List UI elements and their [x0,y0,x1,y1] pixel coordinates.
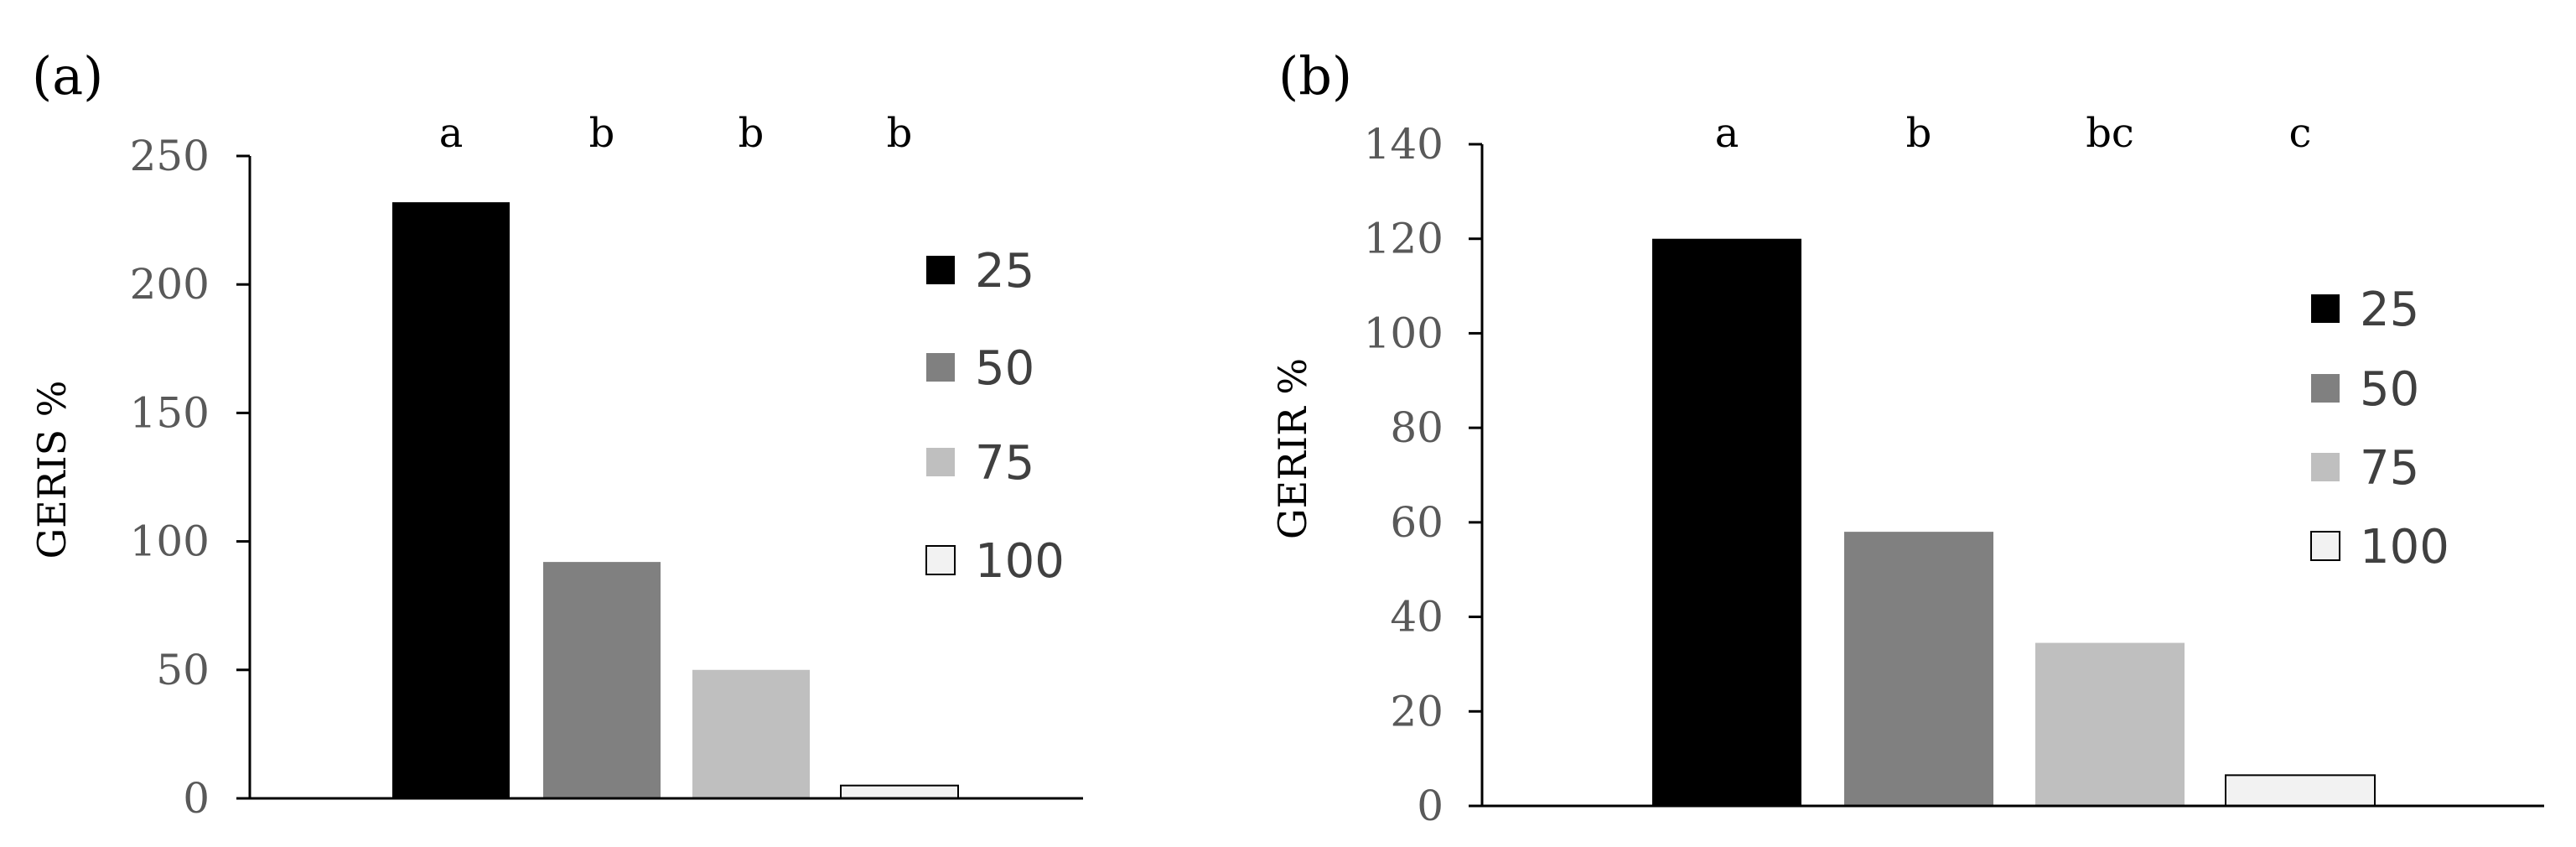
y-tick-label: 60 [1390,498,1443,547]
legend-label: 100 [2360,520,2449,574]
bar [1844,532,1993,806]
panel-label: (b) [1278,45,1352,107]
bar [840,784,959,799]
significance-letter: a [439,110,464,157]
significance-letter: b [589,110,615,157]
legend-label: 75 [2360,441,2419,496]
y-tick-label: 0 [183,774,210,823]
legend-swatch [926,256,955,284]
y-tick-label: 0 [1417,782,1443,830]
y-axis-label: GERIR % [1270,358,1315,539]
bar [543,562,661,798]
legend-swatch [2310,531,2340,561]
legend-label: 25 [975,244,1034,299]
bar [2035,642,2185,806]
legend-swatch [2311,453,2340,481]
significance-letter: b [887,110,913,157]
y-tick-label: 20 [1390,687,1443,735]
significance-letter: b [1906,110,1932,157]
legend-swatch [2311,374,2340,403]
y-axis-label: GERIS % [29,381,75,559]
legend-label: 75 [975,436,1034,491]
y-tick-label: 100 [1364,309,1443,357]
significance-letter: b [739,110,765,157]
panel-label: (a) [32,45,103,107]
bar [2225,774,2376,807]
legend-swatch [925,545,956,575]
y-tick-label: 40 [1390,593,1443,642]
y-tick-label: 200 [130,260,210,309]
y-tick-label: 150 [130,388,210,437]
y-tick-label: 120 [1364,215,1443,263]
legend-swatch [926,448,955,476]
significance-letter: c [2289,110,2312,157]
bar [692,669,810,798]
legend-label: 100 [975,534,1065,589]
bar [392,202,510,799]
y-tick-label: 250 [130,132,210,180]
legend-label: 50 [2360,362,2419,417]
legend-swatch [2311,294,2340,323]
y-tick-label: 100 [130,517,210,566]
y-tick-label: 50 [156,646,210,694]
bar [1652,238,1801,806]
significance-letter: a [1715,110,1739,157]
legend-label: 25 [2360,283,2419,337]
y-tick-label: 80 [1390,403,1443,452]
significance-letter: bc [2086,110,2134,157]
legend-label: 50 [975,341,1034,396]
y-tick-label: 140 [1364,120,1443,169]
legend-swatch [926,353,955,382]
